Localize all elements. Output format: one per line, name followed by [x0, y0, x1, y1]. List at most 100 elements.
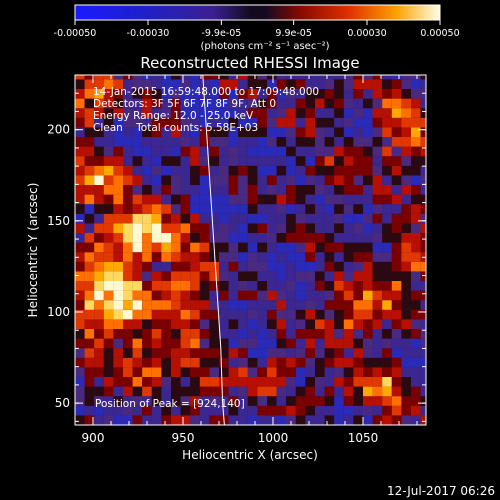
heatmap-cell — [295, 415, 306, 425]
heatmap-cell — [199, 242, 210, 253]
heatmap-cell — [382, 386, 392, 397]
heatmap-cell — [353, 271, 363, 281]
heatmap-cell — [219, 194, 229, 205]
heatmap-cell — [324, 271, 335, 281]
heatmap-cell — [199, 377, 210, 387]
heatmap-cell — [94, 127, 104, 137]
heatmap-cell — [343, 261, 354, 272]
heatmap-cell — [315, 261, 325, 272]
heatmap-cell — [94, 165, 104, 176]
info-line-detectors: Detectors: 3F 5F 6F 7F 8F 9F, Att 0 — [93, 98, 276, 110]
heatmap-cell — [132, 165, 143, 176]
heatmap-cell — [295, 290, 306, 301]
heatmap-cell — [123, 290, 133, 301]
heatmap-cell — [132, 75, 143, 80]
heatmap-cell — [295, 175, 306, 185]
heatmap-cell — [411, 319, 421, 329]
heatmap-cell — [401, 213, 411, 224]
heatmap-cell — [363, 185, 373, 195]
heatmap-cell — [411, 223, 421, 233]
heatmap-cell — [372, 338, 383, 349]
x-tick-label: 900 — [82, 431, 105, 445]
heatmap-cell — [219, 117, 229, 128]
heatmap-cell — [257, 300, 267, 310]
heatmap-cell — [267, 271, 277, 281]
heatmap-cell — [199, 204, 210, 214]
heatmap-cell — [334, 137, 344, 147]
heatmap-cell — [286, 89, 296, 99]
heatmap-cell — [382, 165, 392, 176]
heatmap-cell — [132, 252, 143, 262]
heatmap-cell — [103, 108, 114, 118]
heatmap-cell — [363, 127, 373, 137]
heatmap-cell — [103, 223, 114, 233]
heatmap-cell — [353, 357, 363, 368]
heatmap-cell — [75, 281, 85, 291]
heatmap-cell — [305, 319, 315, 329]
heatmap-cell — [103, 405, 114, 416]
heatmap-cell — [363, 75, 373, 80]
heatmap-cell — [257, 89, 267, 99]
heatmap-cell — [324, 185, 335, 195]
heatmap-cell — [161, 309, 171, 320]
heatmap-cell — [372, 405, 383, 416]
heatmap-cell — [401, 281, 411, 291]
heatmap-cell — [382, 367, 392, 377]
heatmap-cell — [123, 79, 133, 89]
heatmap-cell — [228, 261, 239, 272]
heatmap-cell — [411, 185, 421, 195]
heatmap-cell — [113, 165, 123, 176]
heatmap-cell — [401, 185, 411, 195]
heatmap-cell — [151, 338, 162, 349]
heatmap-cell — [305, 127, 315, 137]
heatmap-cell — [103, 252, 114, 262]
heatmap-cell — [267, 367, 277, 377]
heatmap-cell — [123, 204, 133, 214]
heatmap-cell — [295, 242, 306, 253]
heatmap-cell — [391, 156, 402, 166]
heatmap-cell — [257, 290, 267, 301]
heatmap-cell — [228, 357, 239, 368]
heatmap-cell — [305, 146, 315, 157]
heatmap-cell — [171, 194, 181, 205]
heatmap-cell — [420, 386, 426, 397]
heatmap-cell — [391, 127, 402, 137]
heatmap-cell — [276, 79, 287, 89]
heatmap-cell — [267, 89, 277, 99]
heatmap-cell — [324, 281, 335, 291]
heatmap-cell — [363, 300, 373, 310]
heatmap-cell — [247, 98, 258, 109]
heatmap-cell — [103, 290, 114, 301]
heatmap-cell — [199, 329, 210, 339]
heatmap-cell — [161, 348, 171, 358]
heatmap-cell — [247, 194, 258, 205]
heatmap-cell — [142, 338, 152, 349]
heatmap-cell — [391, 281, 402, 291]
heatmap-cell — [190, 329, 200, 339]
heatmap-cell — [113, 367, 123, 377]
heatmap-cell — [228, 204, 239, 214]
heatmap-cell — [209, 175, 219, 185]
heatmap-cell — [151, 396, 162, 406]
heatmap-cell — [401, 396, 411, 406]
colorbar-tick-label: 0.00030 — [347, 28, 386, 39]
heatmap-cell — [209, 75, 219, 80]
heatmap-cell — [228, 175, 239, 185]
heatmap-cell — [113, 309, 123, 320]
heatmap-cell — [123, 98, 133, 109]
heatmap-cell — [228, 156, 239, 166]
heatmap-cell — [103, 185, 114, 195]
heatmap-cell — [171, 98, 181, 109]
heatmap-cell — [305, 386, 315, 397]
heatmap-cell — [209, 367, 219, 377]
heatmap-cell — [324, 300, 335, 310]
y-axis-label: Heliocentric Y (arcsec) — [26, 183, 40, 318]
heatmap-cell — [257, 233, 267, 243]
heatmap-cell — [161, 185, 171, 195]
heatmap-cell — [286, 98, 296, 109]
heatmap-cell — [238, 89, 248, 99]
heatmap-cell — [391, 252, 402, 262]
heatmap-cell — [276, 261, 287, 272]
heatmap-cell — [343, 213, 354, 224]
heatmap-cell — [75, 98, 85, 109]
